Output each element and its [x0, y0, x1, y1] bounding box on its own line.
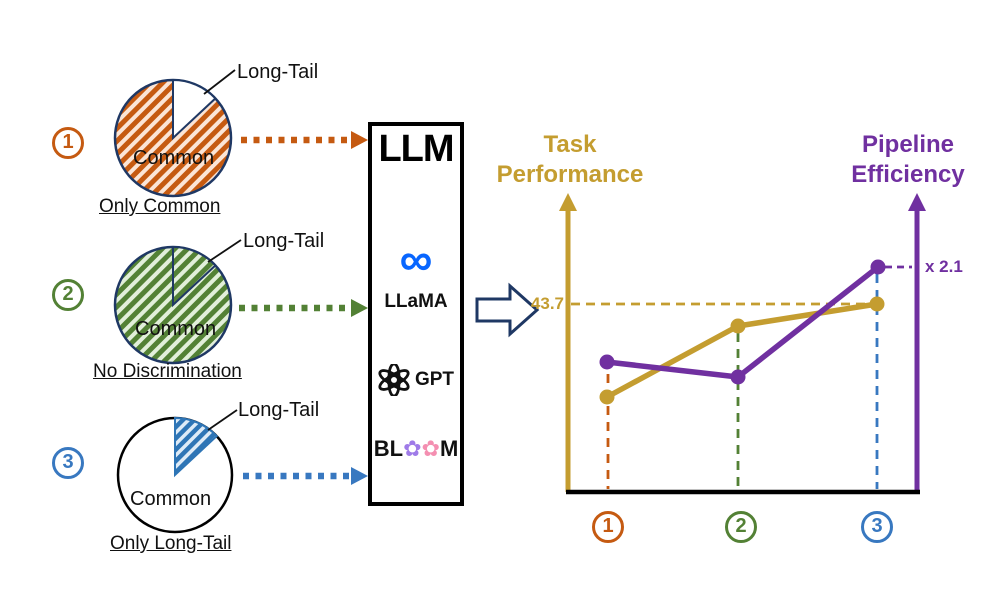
pie1-common-label: Common: [133, 147, 215, 169]
pie1-caption: Only Common: [99, 196, 221, 217]
flower-icon-pink: ✿: [421, 436, 440, 461]
pie3-common-label: Common: [130, 488, 212, 510]
pie-no-discrimination: [113, 239, 242, 365]
llm-box: [368, 122, 464, 506]
dotted-arrow-1-icon: [241, 131, 368, 149]
right-axis-title: Pipeline Efficiency: [851, 131, 965, 188]
dotted-arrow-2-icon: [239, 299, 368, 317]
badge-3-left: 3: [52, 447, 84, 479]
purple-axis-arrow-icon: [908, 193, 926, 211]
badge-2-left: 2: [52, 279, 84, 311]
gold-axis-arrow-icon: [559, 193, 577, 211]
gpt-row: GPT: [368, 362, 464, 398]
bloom-label: BL✿✿M: [368, 436, 464, 462]
pie2-caption: No Discrimination: [93, 361, 242, 382]
meta-logo-icon: ∞: [399, 233, 433, 285]
badge-2-chart: 2: [725, 511, 757, 543]
dotted-arrow-3-icon: [243, 467, 368, 485]
pie2-common-label: Common: [135, 318, 217, 340]
llm-box-title: LLM: [378, 128, 454, 170]
leader-line-3: [207, 409, 238, 431]
flower-icon-purple: ✿: [403, 436, 422, 461]
badge-3-chart: 3: [861, 511, 893, 543]
block-arrow-icon: [475, 282, 540, 338]
series-task-performance: [599, 296, 885, 405]
pie3-caption: Only Long-Tail: [110, 533, 232, 554]
bloom-part2: M: [439, 436, 459, 461]
chart-axes: [559, 193, 926, 495]
pie2-long-tail-label: Long-Tail: [243, 230, 325, 252]
badge-1-chart: 1: [592, 511, 624, 543]
left-axis-title: Task Performance: [496, 131, 644, 188]
openai-logo-icon: [378, 364, 410, 396]
llama-label: LLaMA: [384, 291, 448, 312]
gpt-label: GPT: [414, 369, 455, 390]
pie3-long-tail-label: Long-Tail: [238, 399, 320, 421]
leader-line-2: [207, 239, 242, 263]
pie-only-common: [113, 69, 236, 198]
series-pipeline-efficiency: [599, 259, 886, 385]
badge-1-left: 1: [52, 127, 84, 159]
leader-line-1: [203, 69, 236, 95]
bloom-part1: BL: [373, 436, 404, 461]
pie1-long-tail-label: Long-Tail: [237, 61, 319, 83]
annotation-x2-1: x 2.1: [925, 257, 963, 276]
pie-only-long-tail: [116, 409, 238, 534]
annotation-43-7: 43.7: [530, 294, 564, 313]
